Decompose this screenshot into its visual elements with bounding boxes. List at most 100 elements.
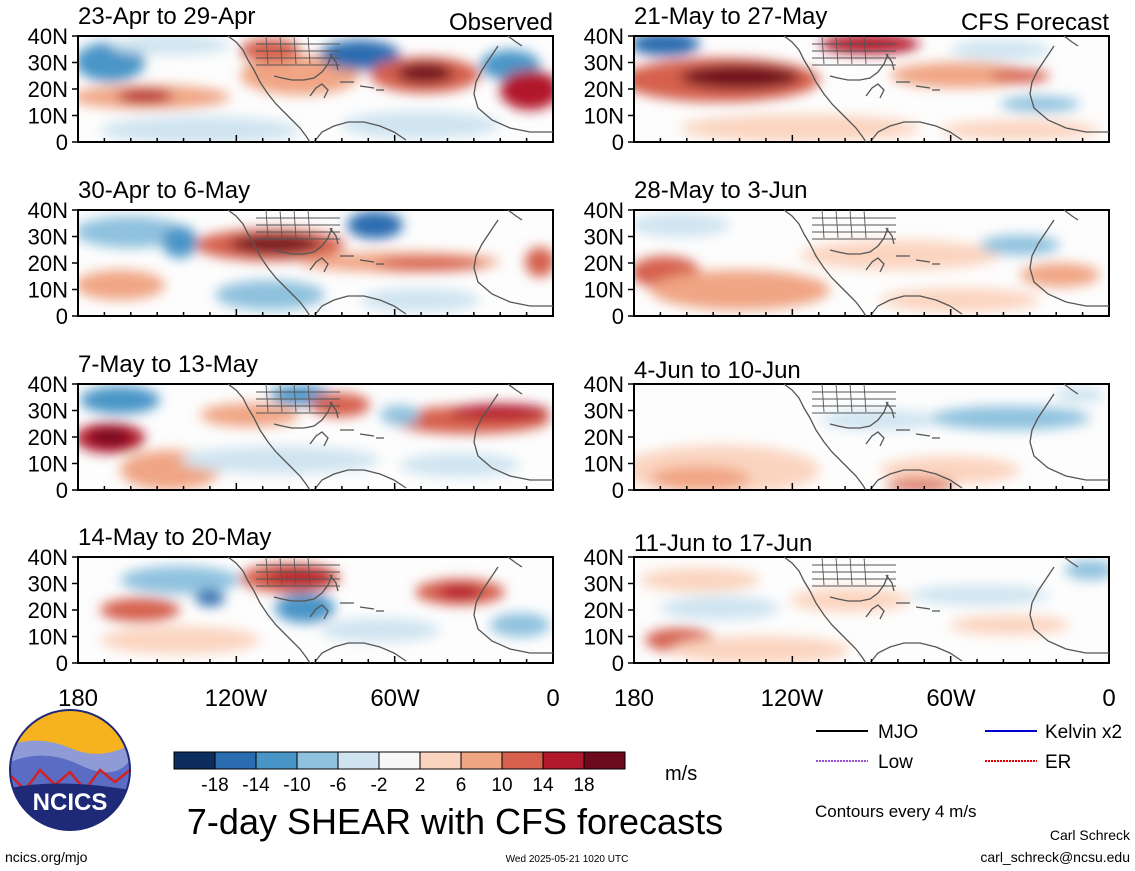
- border-line: [812, 209, 896, 240]
- border-line: [256, 556, 340, 586]
- border-line: [812, 383, 896, 413]
- shear-map-panel: [77, 383, 554, 491]
- coastline: [896, 429, 940, 439]
- coastline: [1063, 209, 1079, 221]
- colorbar-unit: m/s: [665, 763, 697, 785]
- lat-label: 20N: [28, 77, 68, 102]
- border-line: [256, 556, 340, 586]
- colorbar-label: 14: [532, 775, 554, 796]
- coastline: [473, 219, 553, 307]
- legend-low-label: Low: [878, 752, 913, 773]
- border-line: [812, 383, 896, 414]
- lon-label-180: 180: [614, 685, 654, 712]
- border-line: [256, 209, 340, 240]
- coastline: [309, 83, 329, 99]
- lat-label: 0: [612, 304, 624, 329]
- coastline: [865, 604, 885, 620]
- lat-label: 30N: [28, 572, 68, 597]
- lat-label: 20N: [28, 598, 68, 623]
- shear-map-panel: [633, 35, 1110, 143]
- lat-label: 40N: [28, 24, 68, 49]
- legend-kelvin-label: Kelvin x2: [1045, 722, 1122, 743]
- lat-label: 40N: [584, 372, 624, 397]
- coastline: [1063, 556, 1079, 568]
- lon-label-0: 0: [546, 685, 559, 712]
- colorbar-swatch: [255, 751, 298, 770]
- lon-label-180: 180: [58, 685, 98, 712]
- lat-label: 10N: [28, 278, 68, 303]
- lat-label: 30N: [584, 399, 624, 424]
- lat-label: 30N: [584, 225, 624, 250]
- lat-label: 10N: [584, 104, 624, 129]
- coastline: [309, 604, 329, 620]
- coastline: [313, 121, 407, 143]
- colorbar-swatch: [583, 751, 626, 770]
- panel-title: 4-Jun to 10-Jun: [634, 357, 801, 384]
- colorbar-swatch: [378, 751, 421, 770]
- coastline: [1029, 45, 1109, 133]
- shear-map-panel: [77, 209, 554, 317]
- coastlines: [227, 35, 1109, 664]
- coastline: [885, 401, 895, 419]
- lat-label: 10N: [584, 625, 624, 650]
- lat-label: 30N: [28, 399, 68, 424]
- border-line: [812, 556, 896, 586]
- lat-label: 20N: [28, 251, 68, 276]
- coastline: [885, 574, 895, 592]
- coastline: [865, 83, 885, 99]
- shear-map-panel: [77, 35, 554, 143]
- coastline: [313, 469, 407, 491]
- coastline: [340, 602, 384, 612]
- legend-mjo-label: MJO: [878, 722, 918, 743]
- coastline: [1063, 383, 1079, 395]
- border-line: [812, 383, 896, 413]
- lat-label: 20N: [584, 77, 624, 102]
- lat-label: 40N: [584, 545, 624, 570]
- border-line: [256, 383, 340, 414]
- lon-label-60w: 60W: [926, 685, 976, 712]
- border-line: [812, 35, 896, 65]
- coastline: [329, 401, 339, 419]
- colorbar-label: 10: [491, 775, 512, 796]
- coastline: [473, 45, 553, 133]
- coastline: [309, 257, 329, 273]
- coastline: [227, 383, 311, 491]
- lat-label: 40N: [584, 198, 624, 223]
- border-line: [256, 556, 340, 587]
- border-line: [256, 209, 340, 239]
- coastline: [340, 81, 384, 91]
- coastline: [1029, 393, 1109, 481]
- colorbar-swatch: [337, 751, 380, 770]
- coastline: [869, 469, 963, 491]
- shear-map-panel: [633, 209, 1110, 317]
- coastline: [313, 295, 407, 317]
- logo-text: NCICS: [33, 789, 108, 816]
- shear-map-panel: [633, 556, 1110, 664]
- lat-label: 0: [56, 130, 68, 155]
- coastline: [340, 429, 384, 439]
- colorbar-swatch: [542, 751, 585, 770]
- panel-title: 14-May to 20-May: [78, 524, 271, 551]
- coastline: [507, 35, 523, 47]
- coastline: [227, 209, 311, 317]
- coastline: [507, 556, 523, 568]
- coastline: [783, 383, 867, 491]
- coastline: [1063, 35, 1079, 47]
- observed-header: Observed: [449, 9, 553, 36]
- coastline: [329, 227, 339, 245]
- lat-label: 10N: [584, 278, 624, 303]
- lat-label: 40N: [28, 198, 68, 223]
- coastline: [865, 431, 885, 447]
- lat-label: 20N: [584, 251, 624, 276]
- border-line: [812, 209, 896, 239]
- coastline: [869, 121, 963, 143]
- latitude-axis-labels: 40N30N20N10N040N30N20N10N040N30N20N10N04…: [28, 24, 634, 676]
- coastline: [507, 383, 523, 395]
- lat-label: 40N: [584, 24, 624, 49]
- coastline: [783, 209, 867, 317]
- colorbar-label: 2: [415, 775, 426, 796]
- footer-email: carl_schreck@ncsu.edu: [980, 849, 1130, 865]
- lat-label: 0: [612, 651, 624, 676]
- lat-label: 10N: [584, 452, 624, 477]
- coastline: [473, 566, 553, 654]
